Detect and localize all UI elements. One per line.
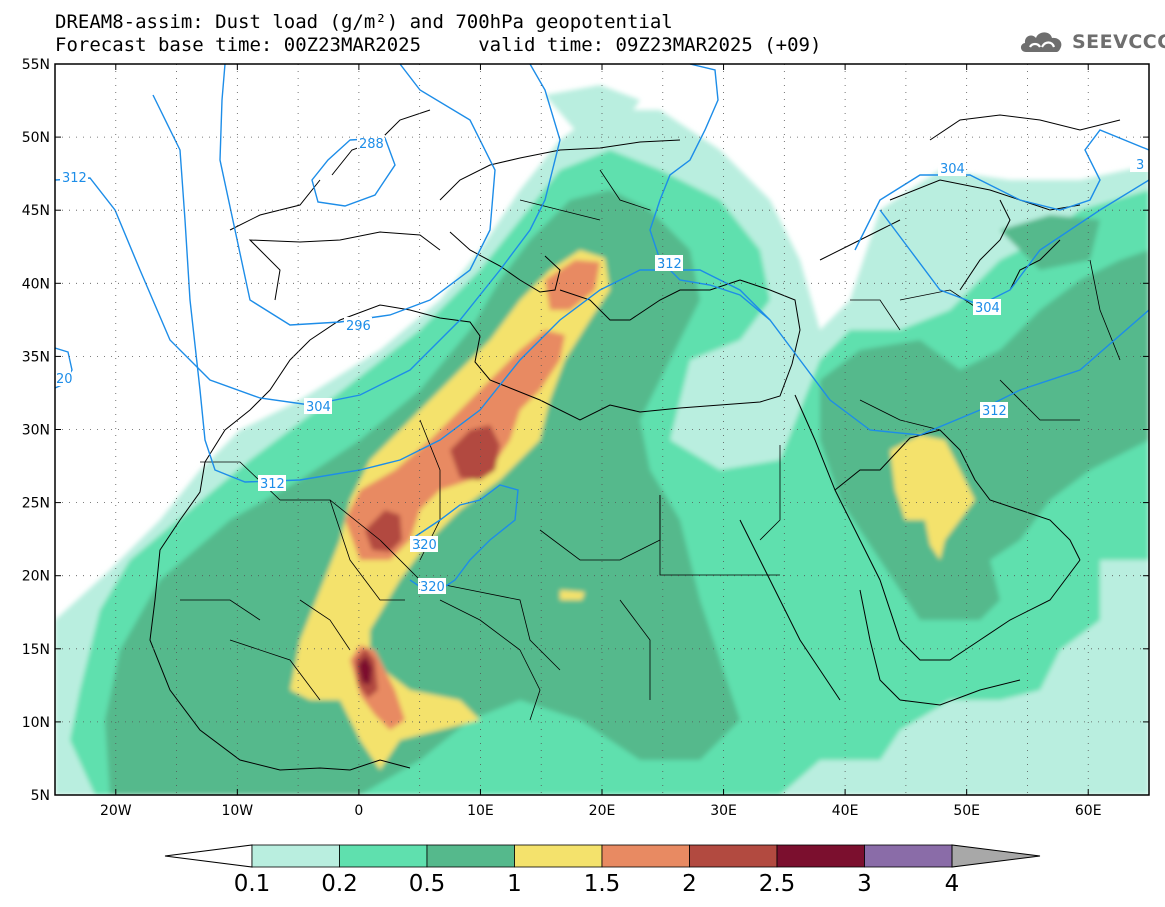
contour-label: 304 bbox=[306, 400, 331, 415]
colorbar-label: 3 bbox=[857, 871, 872, 897]
colorbar-low-arrow bbox=[164, 844, 253, 868]
colorbar-swatch bbox=[776, 844, 865, 868]
lat-axis: 5N 10N 15N 20N 25N 30N 35N 40N 45N 50N 55N bbox=[22, 57, 1149, 804]
colorbar-swatch bbox=[251, 844, 340, 868]
colorbar-swatch bbox=[514, 844, 603, 868]
lon-tick-label: 50E bbox=[953, 803, 980, 819]
colorbar-label: 4 bbox=[945, 871, 960, 897]
contour-label: 320 bbox=[420, 580, 445, 595]
cloud-icon bbox=[1020, 32, 1062, 52]
lat-tick-label: 40N bbox=[22, 276, 50, 292]
colorbar-label: 1.5 bbox=[584, 871, 621, 897]
colorbar-label: 0.1 bbox=[234, 871, 271, 897]
colorbar-swatch bbox=[689, 844, 778, 868]
contour-label: 312 bbox=[260, 477, 285, 492]
coastlines bbox=[149, 109, 1121, 771]
contour-label: 312 bbox=[62, 171, 87, 186]
lat-tick-label: 5N bbox=[31, 788, 50, 804]
dust-level-2.5 bbox=[358, 656, 372, 685]
lon-tick-label: 10W bbox=[221, 803, 253, 819]
dust-arabia-yellow bbox=[890, 435, 975, 560]
chart-title: DREAM8-assim: Dust load (g/m²) and 700hP… bbox=[55, 11, 673, 33]
geopotential-contours bbox=[55, 64, 1149, 591]
contour-label: 312 bbox=[657, 257, 682, 272]
colorbar-swatch bbox=[339, 844, 428, 868]
chart-subtitle: Forecast base time: 00Z23MAR2025 valid t… bbox=[55, 34, 822, 56]
lat-tick-label: 35N bbox=[22, 349, 50, 365]
colorbar-label: 1 bbox=[507, 871, 522, 897]
colorbar-swatch bbox=[864, 844, 953, 868]
lat-tick-label: 55N bbox=[22, 57, 50, 73]
lat-tick-label: 15N bbox=[22, 642, 50, 658]
contour-label: 304 bbox=[975, 301, 1000, 316]
lon-tick-label: 10E bbox=[467, 803, 494, 819]
lon-tick-label: 0 bbox=[354, 803, 363, 819]
lon-tick-label: 20W bbox=[100, 803, 132, 819]
lat-tick-label: 25N bbox=[22, 496, 50, 512]
lon-tick-label: 60E bbox=[1075, 803, 1102, 819]
contour-labels: 288 296 304 312 320 312 304 312 312 320 … bbox=[55, 135, 1149, 595]
lat-tick-label: 50N bbox=[22, 130, 50, 146]
seevccc-logo: SEEVCCC bbox=[1018, 28, 1165, 56]
colorbar-swatch bbox=[426, 844, 515, 868]
contour-label: 312 bbox=[982, 404, 1007, 419]
contour-label: 20 bbox=[56, 372, 73, 387]
gridlines bbox=[55, 64, 1149, 795]
lon-tick-label: 30E bbox=[710, 803, 737, 819]
colorbar-label: 2 bbox=[682, 871, 697, 897]
logo-text: SEEVCCC bbox=[1072, 31, 1165, 53]
contour-label: 3 bbox=[1136, 158, 1144, 173]
lat-tick-label: 45N bbox=[22, 203, 50, 219]
colorbar-label: 2.5 bbox=[759, 871, 796, 897]
contour-label: 296 bbox=[346, 319, 371, 334]
lon-tick-label: 40E bbox=[832, 803, 859, 819]
dust-level-2 bbox=[450, 425, 500, 480]
lat-tick-label: 30N bbox=[22, 423, 50, 439]
colorbar-label: 0.2 bbox=[321, 871, 358, 897]
lon-axis: 20W 10W 0 10E 20E 30E 40E 50E 60E bbox=[100, 64, 1102, 819]
colorbar: 0.1 0.2 0.5 1 1.5 2 2.5 3 4 bbox=[164, 844, 1041, 897]
colorbar-label: 0.5 bbox=[409, 871, 446, 897]
lat-tick-label: 20N bbox=[22, 569, 50, 585]
contour-label: 320 bbox=[412, 538, 437, 553]
contour-label: 288 bbox=[359, 137, 384, 152]
colorbar-swatch bbox=[601, 844, 690, 868]
contour-label: 304 bbox=[940, 162, 965, 177]
lat-tick-label: 10N bbox=[22, 715, 50, 731]
lon-tick-label: 20E bbox=[589, 803, 616, 819]
colorbar-high-arrow bbox=[951, 844, 1041, 868]
